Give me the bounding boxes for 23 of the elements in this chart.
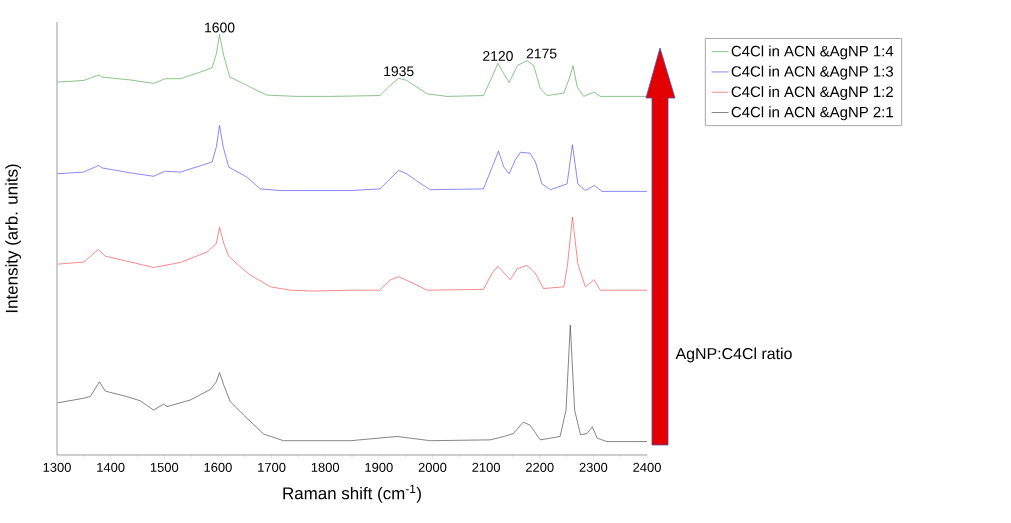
x-tick-label: 1500 bbox=[150, 462, 179, 472]
annotation: 2175 bbox=[526, 48, 557, 59]
x-axis-title: Raman shift (cm$^{-1}$) bbox=[283, 484, 421, 503]
x-tick-label: 2200 bbox=[525, 462, 554, 472]
x-tick-label: 2000 bbox=[418, 462, 447, 472]
x-tick-label: 1400 bbox=[97, 462, 125, 472]
x-tick-label: 2100 bbox=[472, 462, 500, 472]
x-tick-label: 1300 bbox=[43, 462, 71, 472]
x-tick-label: 1700 bbox=[258, 462, 286, 472]
x-tick-label: 1800 bbox=[311, 462, 340, 472]
legend-label: C4Cl in ACN &AgNP 2:1 bbox=[731, 106, 893, 121]
text: AgNP:C4Cl ratio bbox=[675, 347, 792, 363]
x-tick-label: 2400 bbox=[633, 462, 661, 472]
annotation: 1600 bbox=[205, 22, 235, 33]
x-tick-label: 2300 bbox=[579, 462, 608, 472]
x-tick-label: 1600 bbox=[204, 462, 232, 472]
legend-label: C4Cl in ACN &AgNP 1:3 bbox=[731, 65, 894, 80]
x-tick-label: 1900 bbox=[365, 462, 393, 472]
annotation: 1935 bbox=[384, 66, 414, 77]
legend-label: C4Cl in ACN &AgNP 1:4 bbox=[731, 45, 894, 60]
legend-label: C4Cl in ACN &AgNP 1:2 bbox=[731, 86, 893, 100]
y-axis-title: Intensity (arb. units) bbox=[5, 164, 22, 313]
annotation: 2120 bbox=[483, 51, 513, 61]
